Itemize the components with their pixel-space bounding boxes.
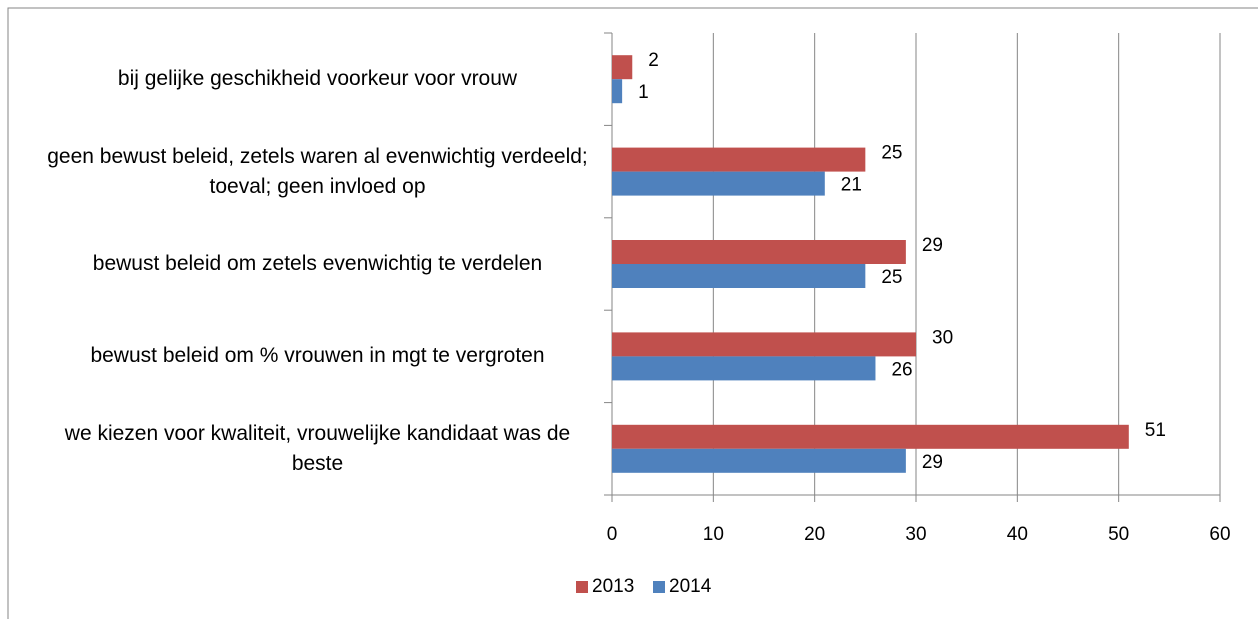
x-tick-label: 10: [703, 524, 724, 545]
x-tick-label: 30: [905, 524, 926, 545]
x-tick-label: 0: [607, 524, 618, 545]
bar: [612, 424, 1129, 449]
bar: [612, 332, 916, 357]
x-tick-label: 40: [1007, 524, 1028, 545]
bar: [612, 171, 825, 196]
y-tick-label: bewust beleid om % vrouwen in mgt te ver…: [90, 344, 545, 368]
y-tick-label: bij gelijke geschikheid voorkeur voor vr…: [117, 67, 518, 91]
bar: [612, 448, 906, 473]
bar: [612, 240, 906, 264]
bar: [612, 55, 633, 80]
bar: [612, 264, 866, 288]
data-label: 26: [891, 359, 912, 380]
data-label: 21: [841, 175, 862, 196]
bar: [612, 356, 876, 381]
legend-swatch: [576, 581, 588, 593]
chart-frame: [7, 7, 1258, 619]
data-label: 25: [881, 267, 902, 288]
y-tick-label: geen bewust beleid, zetels waren al even…: [47, 144, 588, 198]
y-tick-label: bewust beleid om zetels evenwichtig te v…: [92, 252, 543, 275]
data-label: 25: [881, 143, 902, 164]
bar: [612, 147, 866, 172]
data-label: 29: [922, 235, 943, 256]
data-label: 51: [1145, 420, 1166, 441]
legend-swatch: [653, 581, 665, 593]
bar: [612, 79, 623, 104]
x-tick-label: 50: [1108, 524, 1129, 545]
x-tick-label: 60: [1209, 524, 1230, 545]
data-label: 30: [932, 327, 953, 348]
legend-label: 2013: [592, 576, 634, 597]
x-tick-label: 20: [804, 524, 825, 545]
data-label: 2: [648, 50, 659, 71]
y-tick-label: we kiezen voor kwaliteit, vrouwelijke ka…: [64, 421, 571, 475]
legend-label: 2014: [669, 576, 712, 597]
data-label: 29: [922, 452, 943, 473]
data-label: 1: [638, 82, 649, 103]
